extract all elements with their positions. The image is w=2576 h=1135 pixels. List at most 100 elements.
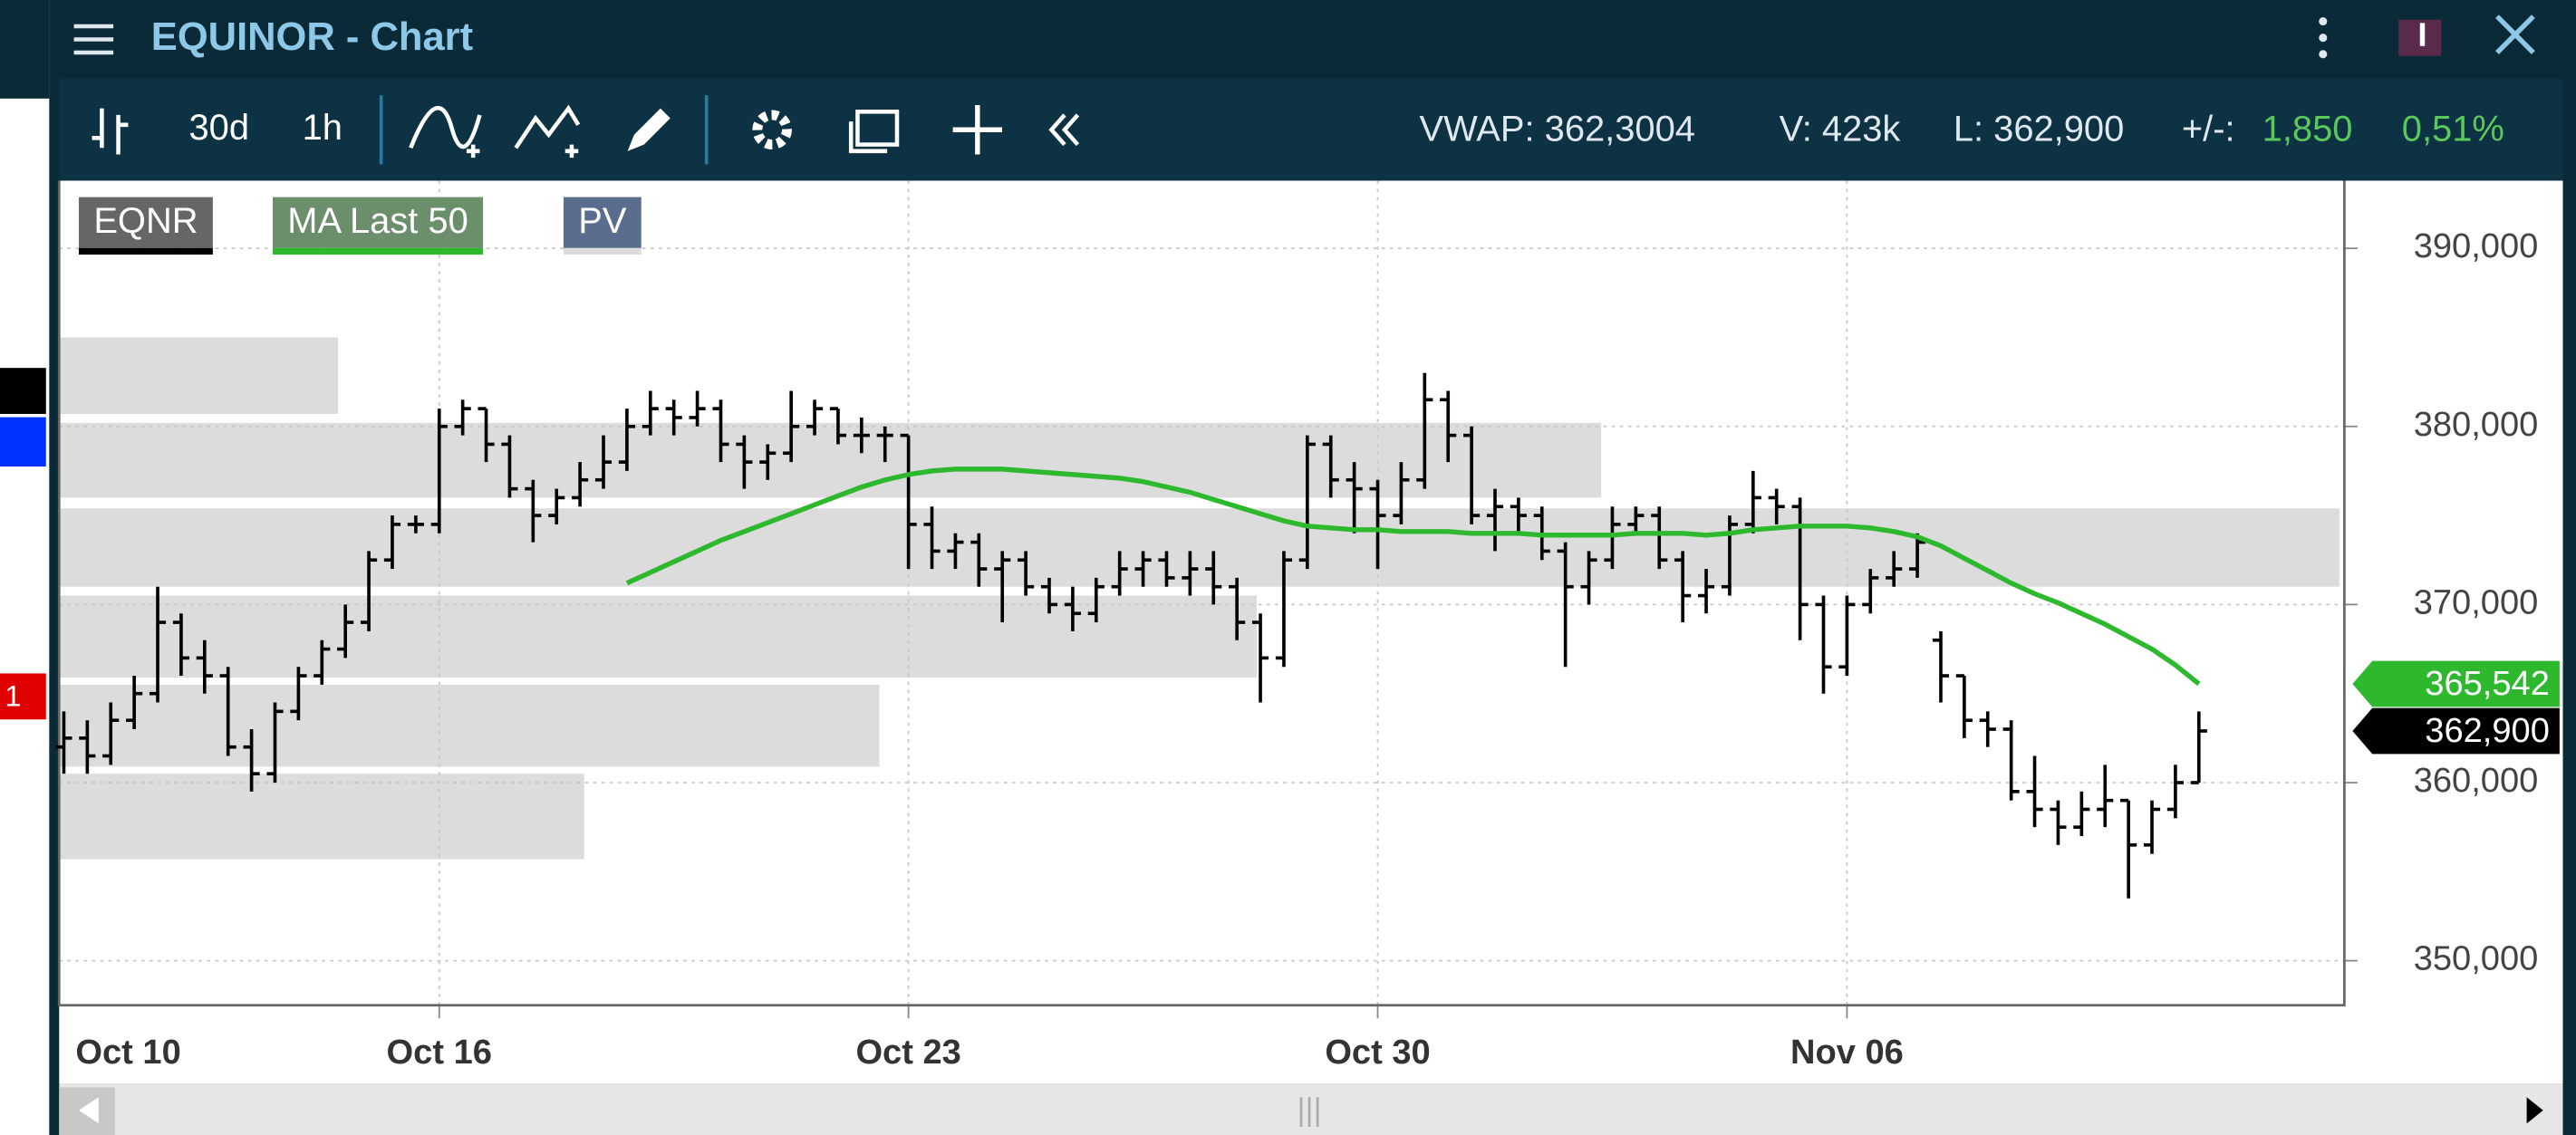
x-tick-label: Oct 10 — [75, 1034, 180, 1072]
last-price: L: 362,900 — [1954, 110, 2124, 149]
ohlc-bar — [1298, 435, 1316, 570]
bar-type-icon[interactable] — [92, 108, 129, 155]
ohlc-bar — [642, 390, 659, 436]
background-row — [0, 368, 46, 414]
ohlc-bar — [454, 399, 471, 436]
price-tag-label: 365,542 — [2425, 665, 2550, 703]
legend-tag[interactable]: MA Last 50 — [272, 197, 484, 255]
legend-tag-bg — [563, 197, 642, 248]
ohlc-bar — [2097, 765, 2114, 828]
scroll-right-arrow[interactable] — [2526, 1097, 2543, 1124]
ohlc-bar — [1158, 551, 1175, 587]
ohlc-bar — [1369, 479, 1386, 570]
close-icon[interactable] — [2495, 14, 2535, 54]
legend-tag-label: MA Last 50 — [287, 201, 468, 241]
ohlc-bar — [689, 390, 706, 427]
scroll-left-arrow — [79, 1097, 99, 1124]
ohlc-bar — [126, 676, 143, 730]
ohlc-bar — [1416, 372, 1433, 489]
ohlc-bar — [1322, 435, 1339, 498]
ohlc-bar — [1651, 506, 1668, 570]
ohlc-bar — [1768, 488, 1785, 524]
volume-profile-bar — [59, 684, 880, 767]
ohlc-bar — [196, 640, 213, 694]
ohlc-bar — [736, 435, 753, 489]
ohlc-bar — [219, 667, 236, 756]
menu-icon[interactable] — [73, 24, 114, 55]
background-row — [0, 417, 46, 467]
ohlc-bar — [900, 433, 917, 570]
study-icon[interactable] — [514, 104, 581, 159]
price-tag — [2352, 660, 2560, 707]
background-badge — [0, 673, 46, 720]
ohlc-bar — [1440, 390, 1457, 463]
vwap: VWAP: 362,3004 — [1420, 110, 1695, 149]
ohlc-bar — [1674, 551, 1692, 623]
ohlc-bar — [2073, 791, 2090, 836]
legend-tag[interactable]: PV — [563, 197, 642, 255]
y-tick-label: 350,000 — [2414, 940, 2539, 978]
ohlc-bar — [1580, 551, 1597, 605]
ohlc-bar — [361, 551, 378, 631]
ohlc-bar — [712, 399, 729, 463]
legend-tag-underline — [272, 247, 484, 255]
ohlc-bar — [1909, 533, 1926, 578]
ohlc-bar — [806, 399, 824, 436]
ohlc-bar — [525, 479, 542, 543]
price-tag-label: 362,900 — [2425, 712, 2550, 750]
change-pct: 0,51% — [2402, 110, 2504, 149]
draw-icon[interactable] — [627, 108, 671, 151]
collapse-icon[interactable] — [1048, 113, 1080, 147]
ohlc-bar — [1393, 462, 1410, 524]
ohlc-bar — [1697, 569, 1715, 614]
window-icon[interactable] — [848, 110, 900, 154]
ohlc-bar — [665, 399, 682, 436]
ohlc-bar — [572, 462, 589, 507]
ohlc-bar — [923, 506, 941, 570]
legend-tag-underline — [79, 247, 213, 255]
volume-profile-bar — [59, 422, 1602, 498]
legend-tag-bg — [272, 197, 484, 248]
ohlc-bar — [102, 702, 120, 765]
ohlc-bar — [1955, 674, 1973, 738]
ohlc-bar — [1346, 462, 1363, 534]
ohlc-bar — [594, 435, 613, 489]
scroll-thumb[interactable] — [1299, 1097, 1319, 1127]
ohlc-bar — [853, 417, 870, 454]
ohlc-bar — [783, 390, 800, 463]
crosshair-icon[interactable] — [952, 105, 1003, 155]
legend-tag-label: PV — [578, 201, 627, 241]
period-button[interactable]: 30d — [189, 108, 250, 148]
legend-tag-bg — [79, 197, 213, 248]
indicator-icon[interactable] — [409, 105, 482, 159]
interval-button[interactable]: 1h — [303, 108, 343, 148]
volume: V: 423k — [1780, 110, 1901, 149]
ohlc-bar — [314, 640, 331, 685]
ohlc-bar — [243, 729, 260, 792]
ohlc-bar — [2050, 800, 2067, 845]
ohlc-bar — [407, 515, 424, 534]
volume-profile-bar — [59, 337, 339, 415]
ohlc-bar — [1627, 506, 1645, 534]
ohlc-bar — [1838, 595, 1856, 677]
ohlc-bar — [829, 407, 847, 445]
ohlc-bar — [2143, 800, 2161, 854]
y-tick-label: 380,000 — [2414, 406, 2539, 444]
more-icon[interactable] — [2319, 17, 2328, 59]
moving-average-line — [625, 467, 2201, 687]
ohlc-bar — [1134, 551, 1152, 587]
background-window — [0, 0, 50, 1135]
ohlc-bar — [759, 444, 777, 480]
price-tag — [2352, 707, 2560, 755]
x-tick-label: Oct 16 — [387, 1034, 492, 1072]
legend-tag[interactable]: EQNR — [79, 197, 213, 255]
scrollbar[interactable] — [59, 1083, 2563, 1135]
ohlc-bar — [1064, 586, 1081, 631]
window-title: EQUINOR - Chart — [151, 15, 473, 59]
ohlc-bar — [2002, 720, 2020, 801]
ohlc-bar — [478, 407, 495, 463]
settings-icon[interactable] — [752, 110, 792, 150]
ohlc-bar — [1275, 551, 1293, 668]
